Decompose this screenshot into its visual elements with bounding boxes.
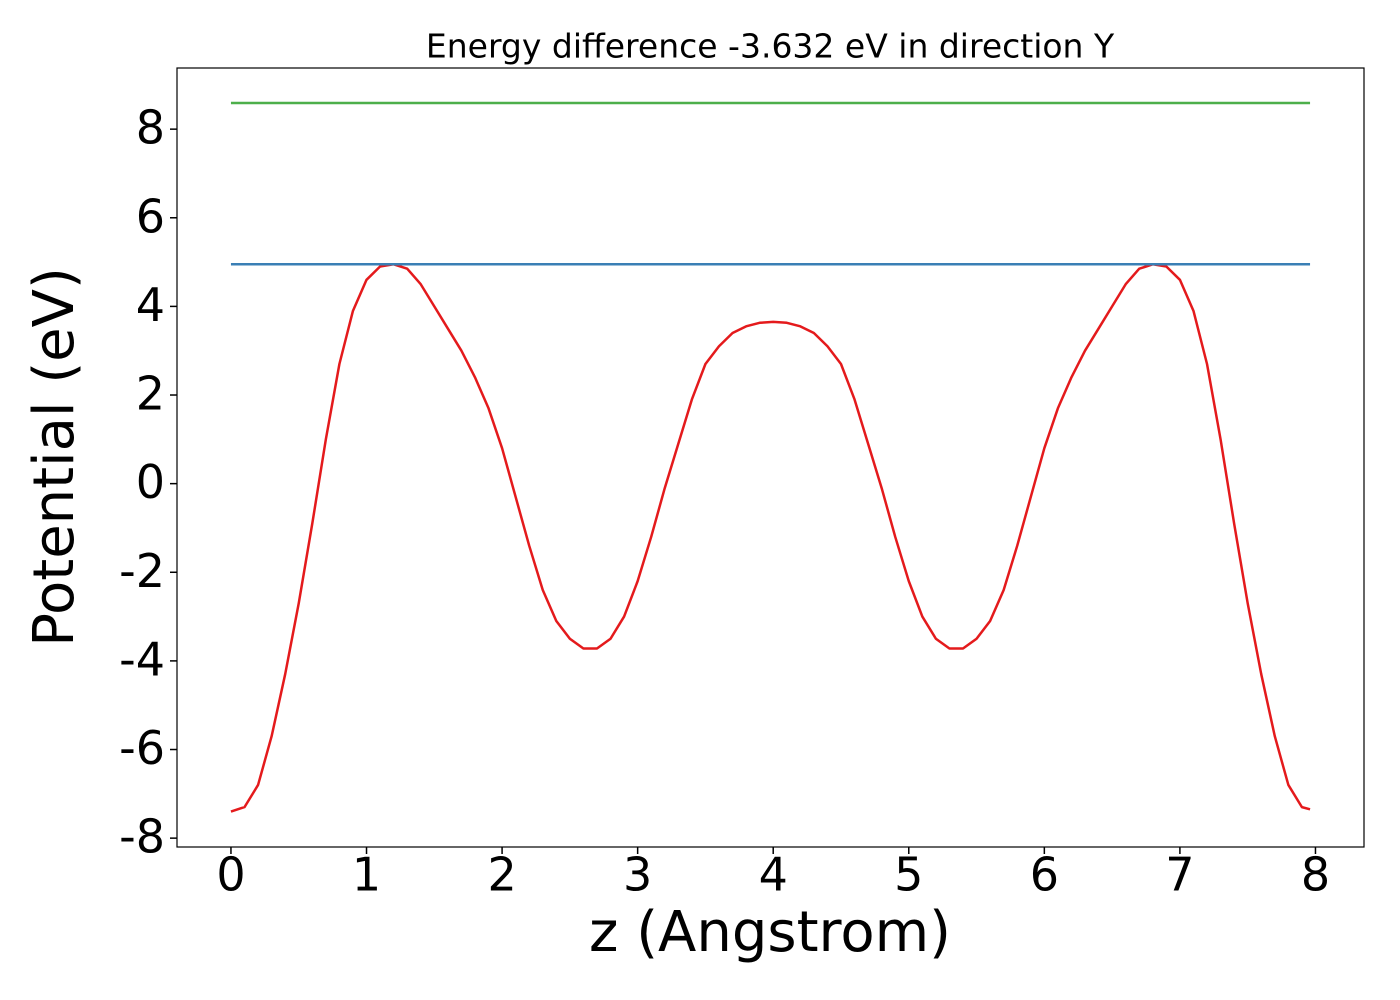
chart-title: Energy difference -3.632 eV in direction… <box>426 27 1115 66</box>
x-tick-label: 7 <box>1165 848 1194 902</box>
plot-frame <box>176 67 1365 848</box>
x-tick-label: 6 <box>1030 848 1059 902</box>
y-tick-label: 8 <box>136 101 165 155</box>
y-axis-label: Potential (eV) <box>22 267 87 647</box>
x-tick-label: 4 <box>759 848 788 902</box>
x-axis-label: z (Angstrom) <box>589 900 951 965</box>
y-tick-label: -4 <box>119 632 165 686</box>
x-tick-label: 2 <box>487 848 516 902</box>
x-tick-label: 3 <box>623 848 652 902</box>
y-tick-label: -2 <box>119 544 165 598</box>
x-tick-label: 1 <box>352 848 381 902</box>
y-tick-label: 4 <box>136 278 165 332</box>
y-tick-label: 0 <box>136 455 165 509</box>
x-tick-label: 0 <box>216 848 245 902</box>
y-tick-label: -8 <box>119 810 165 864</box>
data-line <box>230 263 1311 813</box>
x-tick-label: 8 <box>1301 848 1330 902</box>
y-tick-label: 6 <box>136 189 165 243</box>
x-tick-label: 5 <box>894 848 923 902</box>
y-tick-label: 2 <box>136 367 165 421</box>
y-tick-label: -6 <box>119 721 165 775</box>
